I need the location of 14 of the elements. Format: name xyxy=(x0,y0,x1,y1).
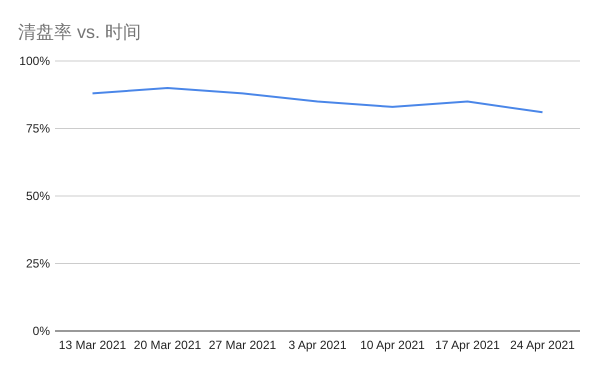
x-tick-label: 13 Mar 2021 xyxy=(58,338,127,352)
x-tick-label: 24 Apr 2021 xyxy=(510,338,576,352)
x-tick-label: 3 Apr 2021 xyxy=(288,338,347,352)
chart-title: 清盘率 vs. 时间 xyxy=(18,22,142,42)
x-tick-label: 27 Mar 2021 xyxy=(208,338,277,352)
y-tick-label: 75% xyxy=(26,122,50,136)
x-tick-label: 17 Apr 2021 xyxy=(435,338,500,352)
y-tick-label: 50% xyxy=(26,189,50,204)
y-tick-label: 100% xyxy=(19,54,50,68)
x-tick-label: 10 Apr 2021 xyxy=(360,338,426,352)
line-series xyxy=(92,87,544,114)
y-tick-label: 0% xyxy=(32,324,50,338)
x-tick-label: 20 Mar 2021 xyxy=(134,338,202,352)
y-tick-label: 25% xyxy=(26,256,50,271)
